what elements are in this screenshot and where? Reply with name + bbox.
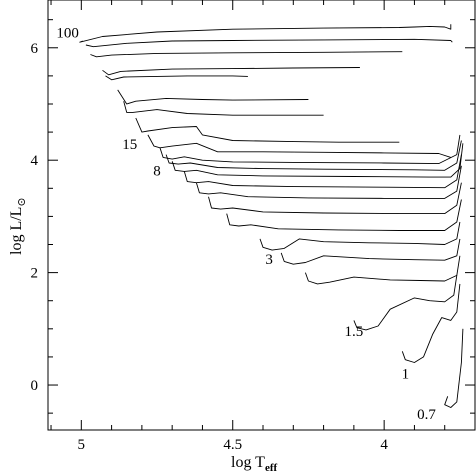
y-tick-label: 4 bbox=[31, 153, 39, 169]
track-85 bbox=[85, 38, 453, 48]
track-10 bbox=[159, 134, 461, 165]
y-tick-label: 0 bbox=[31, 378, 39, 394]
track-25 bbox=[117, 89, 309, 105]
track-40 bbox=[102, 67, 360, 76]
mass-label: 8 bbox=[153, 163, 161, 179]
x-axis-label-sub: eff bbox=[265, 462, 278, 474]
mass-label: 1.5 bbox=[344, 324, 363, 340]
axis-ticks bbox=[48, 0, 476, 430]
mass-label: 100 bbox=[56, 26, 79, 42]
track-8 bbox=[171, 143, 464, 178]
x-tick-label: 5 bbox=[78, 437, 86, 453]
mass-labels: 100 15 8 3 1.5 1 0.7 bbox=[56, 26, 436, 423]
x-tick-label: 4 bbox=[380, 437, 388, 453]
track-5 bbox=[208, 182, 462, 215]
y-tick-label: 2 bbox=[31, 266, 39, 282]
track-2_5 bbox=[280, 238, 461, 265]
track-60 bbox=[90, 51, 403, 58]
y-axis-label: log L/L⊙ bbox=[8, 197, 28, 255]
track-2 bbox=[304, 255, 461, 285]
track-9 bbox=[165, 140, 462, 171]
track-6 bbox=[195, 165, 462, 199]
track-35 bbox=[105, 75, 248, 81]
x-tick-label: 4.5 bbox=[223, 437, 242, 453]
track-1_5 bbox=[353, 275, 458, 331]
mass-label: 3 bbox=[265, 252, 273, 268]
mass-label: 0.7 bbox=[417, 407, 436, 423]
track-4 bbox=[226, 199, 462, 231]
track-3 bbox=[259, 221, 461, 251]
mass-label: 15 bbox=[122, 137, 137, 153]
track-100 bbox=[79, 24, 452, 43]
evolution-tracks bbox=[79, 24, 464, 408]
y-tick-label: 6 bbox=[31, 41, 39, 57]
mass-label: 1 bbox=[402, 366, 410, 382]
track-12 bbox=[147, 134, 451, 158]
y-axis-label-sub: ⊙ bbox=[16, 197, 28, 206]
plot-frame bbox=[47, 0, 476, 431]
track-20 bbox=[123, 101, 324, 116]
axis-tick-labels: 5 4.5 4 0 2 4 6 bbox=[31, 41, 389, 453]
track-0_7 bbox=[444, 328, 464, 408]
track-1 bbox=[401, 283, 461, 363]
x-axis-label: log Teff bbox=[231, 454, 277, 474]
track-7 bbox=[183, 154, 462, 189]
track-15 bbox=[135, 117, 400, 143]
